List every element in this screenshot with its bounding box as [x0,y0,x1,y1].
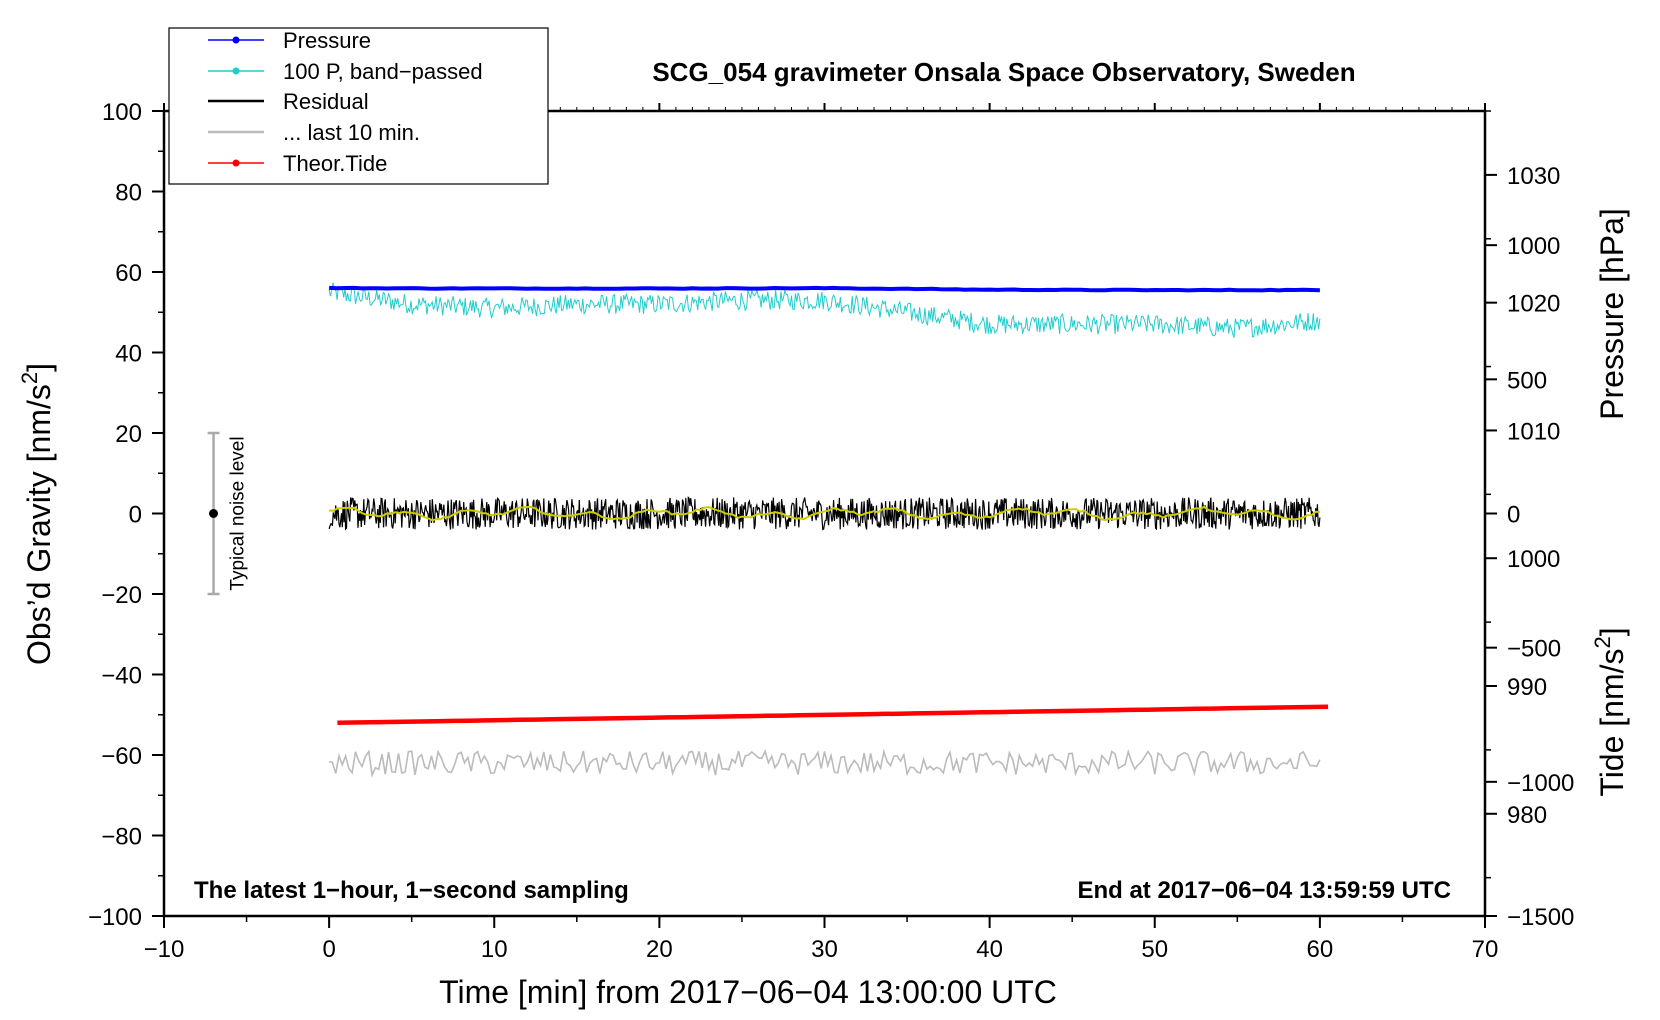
pressure-tick-label: 1000 [1507,546,1560,573]
pressure-tick-label: 980 [1507,802,1547,829]
tick-layer: −10 0 10 20 30 40 50 60 70100806040200−20−40−60−… [88,99,1574,963]
y-tick-label: −80 [101,824,142,851]
legend-label-pressure: Pressure [283,28,371,53]
series-residual-line [328,495,1321,531]
pressure-tick-label: 1030 [1507,163,1560,190]
pressure-tick-label: 1020 [1507,291,1560,318]
x-tick-label: 20 [646,936,673,963]
series-bandpassed-line [328,282,1321,338]
series-pressure-line [329,285,1320,293]
legend-label-tide: Theor.Tide [283,151,387,176]
chart-title: SCG_054 gravimeter Onsala Space Observat… [652,57,1355,87]
y-tick-label: −100 [88,904,142,931]
tide-tick-label: −1000 [1507,770,1574,797]
y-tick-label: 80 [115,180,142,207]
legend-dot-pressure [232,36,240,44]
series-residual-smoothed [329,505,1320,522]
footer-left: The latest 1−hour, 1−second sampling [194,877,629,904]
y-tick-label: 100 [102,99,142,126]
y-tick-label: 60 [115,260,142,287]
series-layer [328,282,1329,778]
y-axis-label: Obs’d Gravity [nm/s2] [17,363,57,665]
legend-box [168,27,549,185]
x-tick-label: −10 [144,936,185,963]
pressure-tick-label: 1010 [1507,418,1560,445]
legend-label-last10: ... last 10 min. [283,120,420,145]
series-tide-line [337,704,1329,726]
tide-tick-label: −500 [1507,636,1561,663]
noise-bar-label: Typical noise level [228,436,249,590]
tide-tick-label: −1500 [1507,904,1574,931]
legend-label-residual: Residual [283,89,369,114]
series-last10-line [328,748,1321,778]
noise-bar-dot [209,509,219,518]
y-tick-label: −40 [101,663,142,690]
tide-tick-label: 1000 [1507,233,1560,260]
tide-tick-label: 0 [1507,502,1520,529]
pressure-tick-label: 990 [1507,674,1547,701]
y-tick-label: 0 [129,502,142,529]
footer-right: End at 2017−06−04 13:59:59 UTC [1077,877,1451,904]
legend-label-bandpassed: 100 P, band−passed [283,59,483,84]
x-tick-label: 70 [1472,936,1499,963]
y-tick-label: 40 [115,341,142,368]
legend-dot-tide [232,159,240,167]
x-tick-label: 50 [1141,936,1168,963]
y-tick-label: −60 [101,743,142,770]
y-tick-label: −20 [101,582,142,609]
tide-axis-label: Tide [nm/s2] [1590,627,1630,796]
legend-dot-bandpassed [232,67,240,75]
x-axis-label: Time [min] from 2017−06−04 13:00:00 UTC [439,974,1057,1010]
x-tick-label: 60 [1307,936,1334,963]
y-tick-label: 20 [115,421,142,448]
x-tick-label: 0 [322,936,335,963]
noise-bar: Typical noise level [207,431,249,596]
x-tick-label: 10 [481,936,508,963]
legend: Pressure 100 P, band−passed Residual ...… [168,27,549,185]
x-tick-label: 30 [811,936,838,963]
pressure-axis-label: Pressure [hPa] [1594,208,1630,420]
x-tick-label: 40 [976,936,1003,963]
tide-tick-label: 500 [1507,367,1547,394]
